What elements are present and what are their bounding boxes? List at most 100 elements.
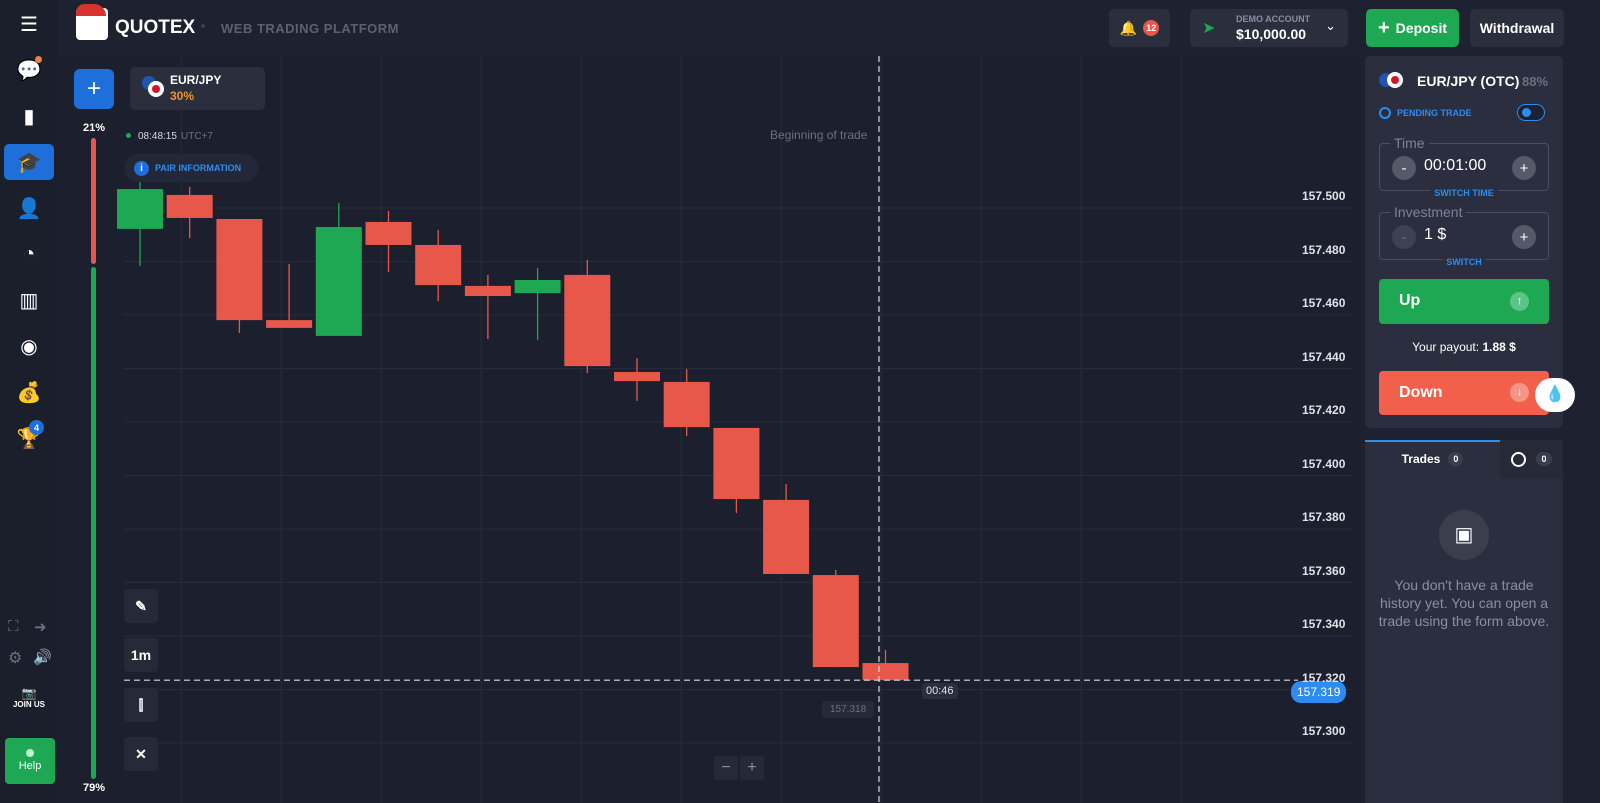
candle-body — [464, 285, 511, 297]
trophy-icon[interactable]: 🏆 4 — [4, 420, 54, 456]
candles-icon: ⫿ — [138, 696, 144, 713]
time-value[interactable]: 00:01:00 — [1424, 157, 1487, 174]
arrow-right-icon[interactable]: ➜ — [34, 619, 47, 636]
fullscreen-icon[interactable]: ⛶ — [8, 618, 19, 635]
japan-flag-icon — [148, 81, 164, 97]
up-button[interactable]: Up ↑ — [1379, 279, 1549, 324]
timeframe-button[interactable]: 1m — [124, 638, 158, 672]
tab-trades[interactable]: Trades 0 — [1365, 440, 1500, 478]
support-chat-icon[interactable]: 💬 — [4, 52, 54, 88]
timeframe-label: 1m — [130, 647, 152, 663]
add-chart-button[interactable]: + — [74, 69, 114, 109]
assistant-droplet-button[interactable]: 💧 — [1535, 378, 1575, 412]
trades-count: 0 — [1448, 452, 1464, 466]
candle-body — [564, 274, 611, 367]
price-tick-label: 157.440 — [1302, 349, 1346, 364]
help-label: Help — [18, 760, 42, 772]
bell-icon: 🔔 — [1119, 19, 1138, 36]
menu-icon[interactable]: ☰ — [20, 13, 38, 36]
payout-value: 1.88 $ — [1482, 340, 1516, 354]
tab-history[interactable]: 0 — [1500, 440, 1563, 478]
candlestick-chart[interactable] — [58, 56, 1360, 803]
market-icon[interactable]: ▥ — [19, 289, 39, 312]
server-time: 08:48:15 — [138, 131, 177, 142]
current-price-label: 157.319 — [1291, 681, 1347, 703]
clock-icon — [1379, 107, 1391, 119]
user-icon[interactable]: 👤 — [16, 197, 42, 220]
signals-icon[interactable]: ◉ — [20, 335, 38, 358]
switch-button[interactable]: SWITCH — [1442, 257, 1486, 267]
coins-icon[interactable]: 💰 — [16, 381, 42, 404]
brand-name: QUOTEX — [115, 17, 196, 38]
candle-body — [266, 320, 313, 328]
chart-area[interactable]: + EUR/JPY 30% 21% 79% 08:48:15 UTC+7 i P… — [58, 56, 1360, 803]
account-selector[interactable]: ➤ DEMO ACCOUNT $10,000.00 ⌄ — [1190, 9, 1348, 47]
chart-type-button[interactable]: ⫿ — [124, 688, 158, 722]
down-label: Down — [1399, 384, 1443, 401]
education-icon[interactable]: 🎓 — [4, 144, 54, 180]
time-field[interactable]: Time - 00:01:00 + SWITCH TIME — [1379, 135, 1549, 198]
withdrawal-button[interactable]: Withdrawal — [1470, 9, 1564, 47]
investment-value[interactable]: 1 $ — [1424, 226, 1447, 243]
time-decrease-button[interactable]: - — [1392, 156, 1416, 180]
sidebar: ☰ 💬 ▮ 🎓 👤 ◔ ▥ ◉ 💰 🏆 4 ⛶ ➜ ⚙ 🔊 📷 JOIN US H… — [0, 0, 58, 803]
bar-chart-icon[interactable]: ▮ — [23, 105, 35, 128]
candle-countdown: 00:46 — [922, 683, 958, 699]
switch-time-button[interactable]: SWITCH TIME — [1430, 188, 1498, 198]
price-tick-label: 157.360 — [1302, 563, 1346, 578]
paper-plane-icon: ➤ — [1202, 20, 1216, 37]
price-tick-label: 157.380 — [1302, 510, 1346, 524]
chevron-down-icon: ⌄ — [1325, 18, 1336, 33]
arrow-down-icon: ↓ — [1510, 383, 1529, 402]
indicators-button[interactable]: ✕ — [124, 737, 158, 771]
time-label: Time — [1390, 135, 1429, 151]
sound-icon[interactable]: 🔊 — [33, 649, 52, 666]
payout-row: Your payout: 1.88 $ — [1365, 340, 1563, 354]
notifications-badge: 12 — [1143, 20, 1160, 36]
panel-pair: EUR/JPY (OTC) — [1417, 73, 1520, 89]
price-tick-label: 157.500 — [1302, 189, 1346, 203]
draw-pencil-button[interactable]: ✎ — [124, 589, 158, 623]
down-button[interactable]: Down ↓ — [1379, 371, 1549, 415]
crosshair-price-label: 157.318 — [822, 701, 875, 718]
platform-subtitle: WEB TRADING PLATFORM — [221, 21, 400, 36]
pair-information-button[interactable]: i PAIR INFORMATION — [124, 154, 258, 182]
time-increase-button[interactable]: + — [1512, 156, 1536, 180]
investment-decrease-button[interactable]: - — [1392, 225, 1416, 249]
asset-tab[interactable]: EUR/JPY 30% — [130, 67, 265, 110]
investment-field[interactable]: Investment - 1 $ + SWITCH — [1379, 204, 1549, 267]
history-clock-icon — [1511, 451, 1527, 467]
candle-body — [763, 499, 810, 574]
zoom-out-button[interactable]: − — [714, 756, 738, 780]
help-button[interactable]: Help — [5, 738, 55, 784]
join-us-button[interactable]: 📷 JOIN US — [6, 680, 52, 726]
deposit-label: Deposit — [1395, 20, 1448, 36]
price-tick-label: 157.480 — [1302, 242, 1346, 257]
candle-body — [713, 427, 760, 500]
trophy-badge: 4 — [29, 420, 44, 435]
price-tick-label: 157.420 — [1302, 403, 1346, 417]
sentiment-up-bar — [91, 267, 96, 779]
arrow-up-icon: ↑ — [1510, 292, 1529, 311]
candle-body — [663, 381, 710, 428]
empty-trades-text: You don't have a trade history yet. You … — [1378, 577, 1550, 629]
zoom-in-button[interactable]: + — [740, 756, 764, 780]
candle-body — [514, 279, 561, 294]
payout-percent: 88% — [1522, 74, 1549, 89]
candle-body — [216, 219, 263, 321]
header: QUOTEX WEB TRADING PLATFORM 🔔 12 ➤ DEMO … — [58, 0, 1600, 56]
join-us-label: JOIN US — [12, 700, 45, 709]
settings-icon[interactable]: ⚙ — [8, 650, 23, 667]
trade-panel: EUR/JPY (OTC) 88% PENDING TRADE Time - 0… — [1365, 56, 1563, 428]
candle-body — [117, 189, 163, 229]
pending-trade-toggle[interactable] — [1517, 104, 1545, 121]
deposit-button[interactable]: + Deposit — [1366, 9, 1459, 47]
candle-body — [614, 372, 660, 382]
notifications-button[interactable]: 🔔 12 — [1109, 9, 1170, 47]
investment-increase-button[interactable]: + — [1512, 225, 1536, 249]
price-tick-label: 157.340 — [1302, 617, 1346, 631]
account-balance: $10,000.00 — [1236, 26, 1307, 42]
pending-trade-label: PENDING TRADE — [1397, 108, 1472, 118]
help-dot-icon — [26, 749, 34, 757]
analytics-icon[interactable]: ◔ — [22, 242, 36, 265]
